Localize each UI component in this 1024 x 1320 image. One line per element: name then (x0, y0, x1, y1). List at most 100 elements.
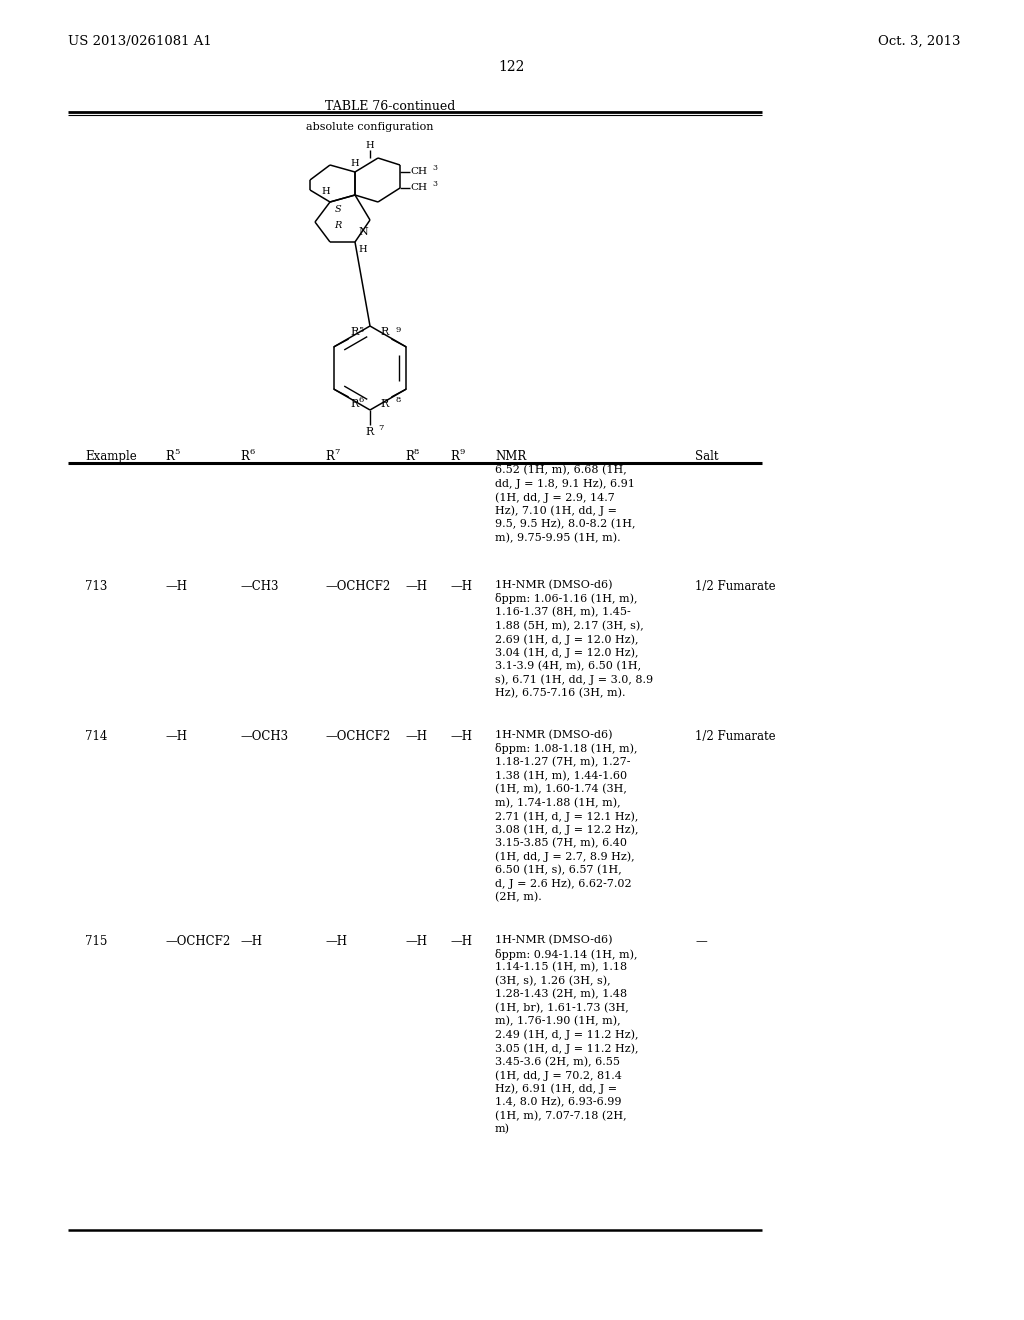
Text: N: N (358, 227, 368, 238)
Text: —OCHCF2: —OCHCF2 (325, 730, 390, 743)
Text: R: R (240, 450, 249, 463)
Text: 1.14-1.15 (1H, m), 1.18: 1.14-1.15 (1H, m), 1.18 (495, 962, 627, 973)
Text: (3H, s), 1.26 (3H, s),: (3H, s), 1.26 (3H, s), (495, 975, 610, 986)
Text: H: H (322, 187, 330, 197)
Text: R: R (406, 450, 414, 463)
Text: 6: 6 (249, 447, 254, 455)
Text: TABLE 76-continued: TABLE 76-continued (325, 100, 456, 114)
Text: 3: 3 (432, 180, 437, 187)
Text: 715: 715 (85, 935, 108, 948)
Text: Hz), 6.91 (1H, dd, J =: Hz), 6.91 (1H, dd, J = (495, 1084, 617, 1094)
Text: δppm: 1.08-1.18 (1H, m),: δppm: 1.08-1.18 (1H, m), (495, 743, 638, 755)
Text: R: R (334, 220, 342, 230)
Text: (2H, m).: (2H, m). (495, 892, 542, 903)
Text: —OCHCF2: —OCHCF2 (325, 579, 390, 593)
Text: 5: 5 (174, 447, 179, 455)
Text: 3: 3 (432, 164, 437, 172)
Text: —H: —H (325, 935, 347, 948)
Text: 3.04 (1H, d, J = 12.0 Hz),: 3.04 (1H, d, J = 12.0 Hz), (495, 648, 639, 659)
Text: (1H, dd, J = 2.9, 14.7: (1H, dd, J = 2.9, 14.7 (495, 492, 614, 503)
Text: m), 9.75-9.95 (1H, m).: m), 9.75-9.95 (1H, m). (495, 532, 621, 543)
Text: 9: 9 (395, 326, 400, 334)
Text: 1/2 Fumarate: 1/2 Fumarate (695, 730, 775, 743)
Text: 3.08 (1H, d, J = 12.2 Hz),: 3.08 (1H, d, J = 12.2 Hz), (495, 825, 639, 836)
Text: 1H-NMR (DMSO-d6): 1H-NMR (DMSO-d6) (495, 579, 612, 590)
Text: 6.52 (1H, m), 6.68 (1H,: 6.52 (1H, m), 6.68 (1H, (495, 465, 627, 475)
Text: 6: 6 (358, 396, 364, 404)
Text: s), 6.71 (1H, dd, J = 3.0, 8.9: s), 6.71 (1H, dd, J = 3.0, 8.9 (495, 675, 653, 685)
Text: H: H (350, 158, 359, 168)
Text: —H: —H (450, 730, 472, 743)
Text: —CH3: —CH3 (240, 579, 279, 593)
Text: 713: 713 (85, 579, 108, 593)
Text: H: H (366, 141, 375, 150)
Text: 1H-NMR (DMSO-d6): 1H-NMR (DMSO-d6) (495, 935, 612, 945)
Text: 8: 8 (395, 396, 400, 404)
Text: 2.69 (1H, d, J = 12.0 Hz),: 2.69 (1H, d, J = 12.0 Hz), (495, 634, 639, 644)
Text: —H: —H (406, 579, 427, 593)
Text: 7: 7 (378, 424, 383, 432)
Text: —OCHCF2: —OCHCF2 (165, 935, 230, 948)
Text: (1H, dd, J = 2.7, 8.9 Hz),: (1H, dd, J = 2.7, 8.9 Hz), (495, 851, 635, 862)
Text: Hz), 6.75-7.16 (3H, m).: Hz), 6.75-7.16 (3H, m). (495, 688, 626, 698)
Text: 7: 7 (334, 447, 339, 455)
Text: —H: —H (406, 730, 427, 743)
Text: R: R (165, 450, 174, 463)
Text: Salt: Salt (695, 450, 719, 463)
Text: 2.71 (1H, d, J = 12.1 Hz),: 2.71 (1H, d, J = 12.1 Hz), (495, 810, 638, 821)
Text: 2.49 (1H, d, J = 11.2 Hz),: 2.49 (1H, d, J = 11.2 Hz), (495, 1030, 639, 1040)
Text: 1.88 (5H, m), 2.17 (3H, s),: 1.88 (5H, m), 2.17 (3H, s), (495, 620, 644, 631)
Text: absolute configuration: absolute configuration (306, 121, 434, 132)
Text: 1.18-1.27 (7H, m), 1.27-: 1.18-1.27 (7H, m), 1.27- (495, 756, 631, 767)
Text: CH: CH (410, 168, 427, 177)
Text: R: R (350, 399, 358, 409)
Text: Example: Example (85, 450, 137, 463)
Text: 1.16-1.37 (8H, m), 1.45-: 1.16-1.37 (8H, m), 1.45- (495, 607, 631, 618)
Text: H: H (358, 246, 368, 253)
Text: —H: —H (165, 579, 187, 593)
Text: S: S (335, 206, 341, 214)
Text: US 2013/0261081 A1: US 2013/0261081 A1 (68, 36, 212, 48)
Text: 5: 5 (358, 326, 364, 334)
Text: 714: 714 (85, 730, 108, 743)
Text: —H: —H (450, 579, 472, 593)
Text: d, J = 2.6 Hz), 6.62-7.02: d, J = 2.6 Hz), 6.62-7.02 (495, 879, 632, 890)
Text: —: — (695, 935, 707, 948)
Text: 9.5, 9.5 Hz), 8.0-8.2 (1H,: 9.5, 9.5 Hz), 8.0-8.2 (1H, (495, 519, 636, 529)
Text: R: R (366, 426, 374, 437)
Text: 8: 8 (414, 447, 420, 455)
Text: (1H, dd, J = 70.2, 81.4: (1H, dd, J = 70.2, 81.4 (495, 1071, 622, 1081)
Text: 3.1-3.9 (4H, m), 6.50 (1H,: 3.1-3.9 (4H, m), 6.50 (1H, (495, 661, 641, 672)
Text: 9: 9 (459, 447, 464, 455)
Text: —H: —H (406, 935, 427, 948)
Text: m): m) (495, 1125, 510, 1134)
Text: (1H, m), 7.07-7.18 (2H,: (1H, m), 7.07-7.18 (2H, (495, 1110, 627, 1121)
Text: —H: —H (165, 730, 187, 743)
Text: —OCH3: —OCH3 (240, 730, 288, 743)
Text: 1.28-1.43 (2H, m), 1.48: 1.28-1.43 (2H, m), 1.48 (495, 989, 627, 999)
Text: R: R (380, 327, 388, 337)
Text: 3.05 (1H, d, J = 11.2 Hz),: 3.05 (1H, d, J = 11.2 Hz), (495, 1043, 639, 1053)
Text: 3.45-3.6 (2H, m), 6.55: 3.45-3.6 (2H, m), 6.55 (495, 1056, 620, 1067)
Text: Hz), 7.10 (1H, dd, J =: Hz), 7.10 (1H, dd, J = (495, 506, 617, 516)
Text: R: R (350, 327, 358, 337)
Text: 1/2 Fumarate: 1/2 Fumarate (695, 579, 775, 593)
Text: R: R (380, 399, 388, 409)
Text: 6.50 (1H, s), 6.57 (1H,: 6.50 (1H, s), 6.57 (1H, (495, 865, 622, 875)
Text: 1H-NMR (DMSO-d6): 1H-NMR (DMSO-d6) (495, 730, 612, 741)
Text: (1H, br), 1.61-1.73 (3H,: (1H, br), 1.61-1.73 (3H, (495, 1002, 629, 1012)
Text: CH: CH (410, 183, 427, 193)
Text: 1.38 (1H, m), 1.44-1.60: 1.38 (1H, m), 1.44-1.60 (495, 771, 627, 781)
Text: m), 1.74-1.88 (1H, m),: m), 1.74-1.88 (1H, m), (495, 797, 621, 808)
Text: δppm: 0.94-1.14 (1H, m),: δppm: 0.94-1.14 (1H, m), (495, 949, 638, 960)
Text: NMR: NMR (495, 450, 526, 463)
Text: (1H, m), 1.60-1.74 (3H,: (1H, m), 1.60-1.74 (3H, (495, 784, 627, 795)
Text: 122: 122 (499, 59, 525, 74)
Text: R: R (450, 450, 459, 463)
Text: —H: —H (240, 935, 262, 948)
Text: δppm: 1.06-1.16 (1H, m),: δppm: 1.06-1.16 (1H, m), (495, 594, 638, 605)
Text: m), 1.76-1.90 (1H, m),: m), 1.76-1.90 (1H, m), (495, 1016, 621, 1027)
Text: R: R (325, 450, 334, 463)
Text: 1.4, 8.0 Hz), 6.93-6.99: 1.4, 8.0 Hz), 6.93-6.99 (495, 1097, 622, 1107)
Text: dd, J = 1.8, 9.1 Hz), 6.91: dd, J = 1.8, 9.1 Hz), 6.91 (495, 479, 635, 490)
